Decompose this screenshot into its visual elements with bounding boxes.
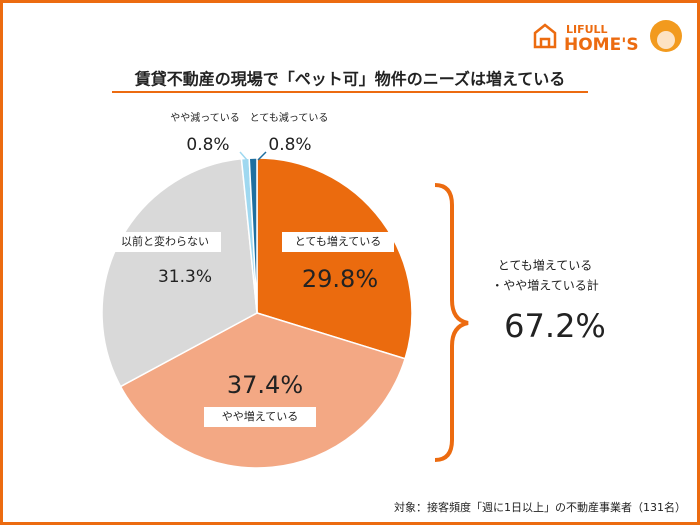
logo-top: LIFULL: [566, 23, 608, 36]
value-label: 31.3%: [158, 267, 212, 287]
category-label: とても増えている: [295, 235, 382, 248]
label-box: [109, 232, 221, 252]
label-box: [204, 407, 316, 427]
logo-icon: [533, 23, 557, 49]
pie-slice: [119, 312, 407, 469]
bracket: [434, 183, 469, 462]
value-label: 0.8%: [268, 135, 311, 155]
leader-line: [257, 151, 267, 161]
value-label: 37.4%: [227, 371, 303, 399]
category-label: とても減っている: [250, 111, 329, 124]
annotation-label: とても増えている: [498, 259, 592, 273]
label-box: [282, 232, 394, 252]
category-label: やや減っている: [170, 111, 240, 124]
chart-title: 賃貸不動産の現場で「ペット可」物件のニーズは増えている: [134, 70, 565, 89]
pie: [101, 157, 413, 469]
category-label: 以前と変わらない: [121, 234, 209, 248]
logo-bottom: HOME'S: [564, 35, 639, 55]
annotation-value: 67.2%: [504, 307, 606, 345]
value-label: 29.8%: [302, 265, 378, 293]
footnote: 対象：接客頻度「週に1日以上」の不動産事業者（131名）: [394, 500, 686, 514]
category-label: やや増えている: [222, 410, 298, 423]
leader-line: [239, 151, 248, 161]
logo: LIFULL HOME'S: [533, 20, 682, 55]
value-label: 0.8%: [186, 135, 229, 155]
annotation-label: ・やや増えている計: [491, 278, 598, 293]
pie-slice: [256, 157, 413, 360]
logo-face: [657, 31, 675, 49]
labels: とても増えている 29.8% やや増えている 37.4% 以前と変わらない 31.3% やや…: [109, 111, 394, 427]
pie-slice: [248, 157, 258, 314]
